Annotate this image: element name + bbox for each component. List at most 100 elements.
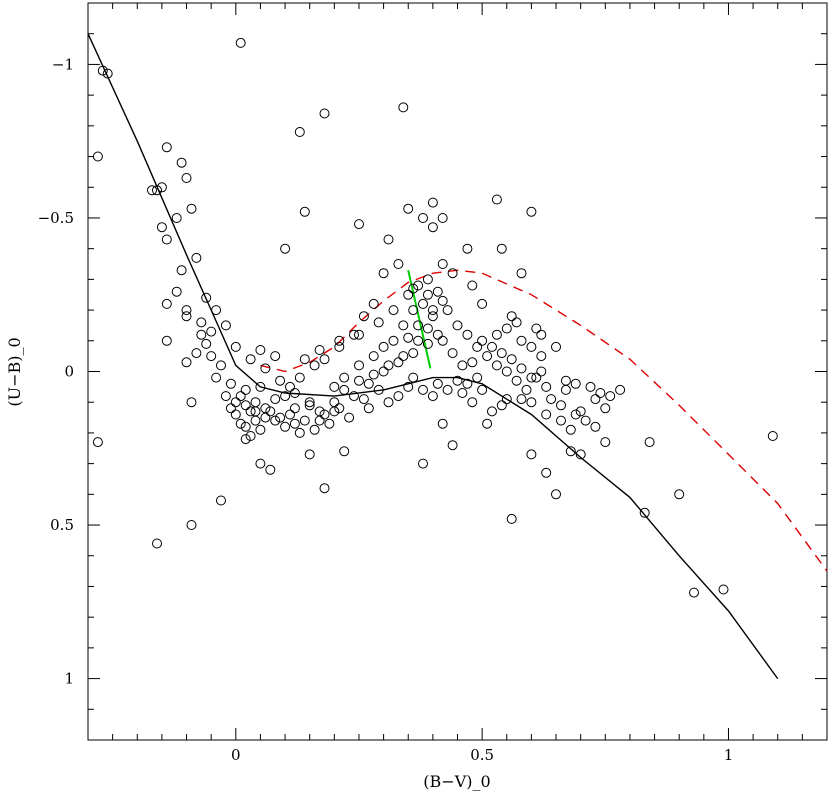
data-point bbox=[615, 384, 626, 395]
data-point bbox=[368, 351, 379, 362]
curves bbox=[87, 33, 828, 680]
data-point bbox=[304, 400, 315, 411]
data-point bbox=[161, 298, 172, 309]
data-point bbox=[487, 341, 497, 352]
data-point bbox=[526, 372, 537, 383]
data-point bbox=[570, 409, 581, 420]
data-point bbox=[265, 406, 276, 417]
data-point bbox=[235, 37, 246, 48]
data-point bbox=[235, 418, 246, 429]
data-point bbox=[225, 403, 236, 414]
y-tick-label: −1 bbox=[52, 55, 74, 73]
data-point bbox=[388, 335, 399, 346]
data-point bbox=[225, 378, 236, 389]
data-point bbox=[551, 489, 561, 500]
data-point bbox=[186, 520, 197, 530]
data-point bbox=[442, 384, 453, 395]
data-point bbox=[206, 326, 217, 337]
data-point bbox=[181, 305, 192, 316]
data-point bbox=[482, 418, 493, 429]
data-point bbox=[639, 507, 650, 518]
x-tick-label: 0.5 bbox=[470, 746, 494, 764]
data-point bbox=[92, 437, 103, 448]
data-point bbox=[304, 449, 315, 460]
data-point bbox=[299, 354, 310, 365]
data-point bbox=[216, 360, 226, 371]
data-point bbox=[516, 335, 527, 346]
data-point bbox=[418, 298, 428, 309]
data-point bbox=[511, 375, 522, 386]
data-point bbox=[378, 341, 389, 352]
data-point bbox=[334, 335, 345, 346]
reddened-curve bbox=[260, 269, 828, 572]
y-tick-label: 0.5 bbox=[50, 516, 74, 534]
data-point bbox=[644, 437, 655, 448]
data-point bbox=[413, 280, 424, 291]
data-point bbox=[230, 409, 241, 420]
data-point bbox=[452, 375, 463, 386]
axis-ticks bbox=[87, 2, 828, 741]
data-point bbox=[437, 213, 448, 223]
data-point bbox=[289, 388, 300, 398]
data-point bbox=[176, 265, 187, 276]
data-point bbox=[689, 587, 699, 598]
data-point bbox=[408, 283, 419, 294]
data-point bbox=[378, 366, 389, 377]
data-point bbox=[506, 354, 517, 365]
data-point bbox=[590, 421, 601, 432]
data-point bbox=[467, 280, 478, 291]
data-point bbox=[363, 403, 374, 414]
reddening-vector bbox=[407, 269, 432, 369]
data-point bbox=[329, 406, 340, 417]
data-point bbox=[294, 427, 305, 438]
data-point bbox=[255, 424, 266, 435]
data-point bbox=[437, 335, 448, 346]
data-point bbox=[191, 252, 202, 263]
y-tick-label: 1 bbox=[64, 670, 74, 688]
data-point bbox=[363, 378, 374, 389]
data-point bbox=[156, 182, 167, 193]
data-point bbox=[560, 384, 571, 395]
data-point bbox=[250, 406, 261, 417]
data-point bbox=[230, 397, 241, 408]
data-point bbox=[299, 415, 310, 426]
data-point bbox=[373, 317, 384, 328]
data-point bbox=[575, 449, 586, 460]
data-point bbox=[506, 311, 517, 322]
data-point bbox=[245, 354, 256, 365]
data-point bbox=[422, 274, 433, 285]
data-point bbox=[516, 394, 527, 405]
data-point bbox=[496, 400, 507, 411]
data-point bbox=[418, 458, 428, 469]
data-point bbox=[556, 415, 566, 426]
data-point bbox=[462, 329, 473, 340]
data-point bbox=[294, 127, 305, 137]
y-axis-title: (U−B)_0 bbox=[5, 337, 24, 406]
data-point bbox=[294, 372, 305, 383]
data-point bbox=[240, 434, 251, 445]
data-point bbox=[437, 418, 448, 429]
data-point bbox=[240, 384, 251, 395]
data-point bbox=[161, 335, 172, 346]
data-point bbox=[260, 363, 271, 374]
data-point bbox=[398, 351, 409, 362]
data-point bbox=[422, 289, 433, 300]
data-point bbox=[575, 406, 586, 417]
data-point bbox=[536, 329, 547, 340]
data-point bbox=[408, 348, 419, 359]
data-point bbox=[147, 185, 157, 196]
data-point bbox=[285, 381, 295, 392]
data-point bbox=[299, 206, 310, 217]
data-point bbox=[511, 317, 522, 328]
data-point bbox=[546, 394, 557, 405]
data-point bbox=[541, 409, 552, 420]
data-point bbox=[289, 403, 300, 414]
data-point bbox=[383, 397, 394, 408]
data-point bbox=[398, 320, 409, 331]
data-point bbox=[437, 295, 448, 306]
data-point bbox=[186, 397, 197, 408]
data-point bbox=[432, 378, 443, 389]
data-point bbox=[161, 142, 172, 153]
data-point bbox=[304, 397, 315, 408]
